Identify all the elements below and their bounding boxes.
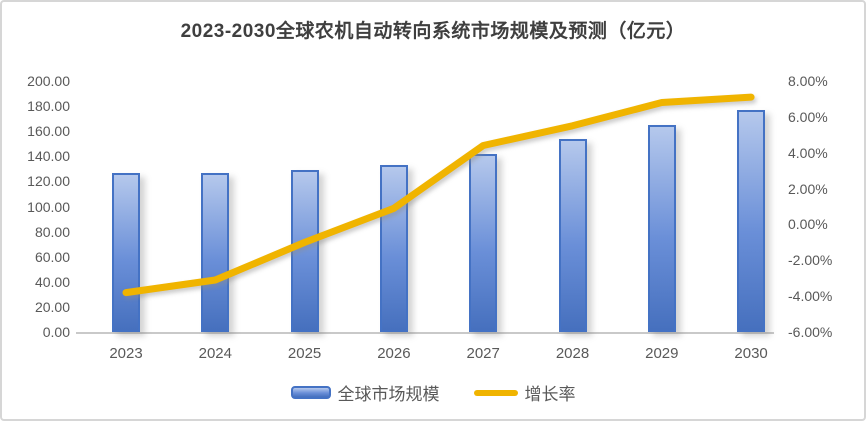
- x-axis-label: 2026: [377, 345, 411, 362]
- bar-2029: [647, 124, 676, 332]
- left-axis-tick-label: 180.00: [27, 98, 70, 115]
- x-axis-label: 2029: [645, 345, 679, 362]
- right-axis-tick-label: -6.00%: [788, 324, 833, 340]
- right-axis-tick-label: -2.00%: [788, 252, 833, 269]
- left-axis-tick-label: 40.00: [34, 273, 70, 290]
- right-axis-tick-label: 2.00%: [788, 180, 828, 197]
- bar-series-swatch-icon: [290, 386, 331, 399]
- right-axis-tick-label: -4.00%: [788, 288, 833, 305]
- bar-2025: [290, 170, 319, 332]
- right-axis-tick-label: 0.00%: [788, 216, 828, 233]
- x-axis-label: 2027: [466, 345, 500, 362]
- bar-2027: [469, 153, 498, 332]
- legend-item-market-size: 全球市场规模: [290, 380, 440, 405]
- right-axis-tick-label: 6.00%: [788, 108, 828, 125]
- bar-2024: [201, 173, 230, 332]
- x-axis-label: 2030: [734, 345, 768, 362]
- left-axis-tick-label: 20.00: [34, 298, 70, 315]
- legend: 全球市场规模 增长率: [2, 380, 864, 405]
- x-axis-label: 2024: [198, 345, 232, 362]
- left-axis-tick-label: 160.00: [27, 123, 70, 140]
- x-axis-line: [76, 332, 774, 334]
- left-axis-tick-label: 0.00: [42, 324, 70, 340]
- x-axis-label: 2023: [109, 345, 143, 362]
- right-axis-tick-label: 8.00%: [788, 73, 828, 89]
- right-axis-tick-label: 4.00%: [788, 144, 828, 161]
- bar-2030: [737, 110, 766, 332]
- x-axis-label: 2025: [287, 345, 322, 362]
- x-axis-label: 2028: [555, 345, 590, 362]
- left-axis-tick-label: 200.00: [27, 73, 70, 89]
- legend-label-growth-rate: 增长率: [524, 385, 576, 404]
- bar-2026: [379, 165, 408, 332]
- left-axis-tick-label: 60.00: [34, 248, 70, 265]
- bar-2023: [112, 173, 140, 332]
- chart-title: 2023-2030全球农机自动转向系统市场规模及预测（亿元）: [180, 21, 686, 42]
- bar-2028: [558, 139, 587, 332]
- legend-item-growth-rate: 增长率: [473, 380, 576, 405]
- left-axis-tick-label: 120.00: [27, 173, 70, 190]
- left-axis-tick-label: 140.00: [27, 148, 70, 165]
- left-axis-tick-label: 80.00: [34, 223, 70, 240]
- legend-label-market-size: 全球市场规模: [337, 385, 440, 404]
- line-series-swatch-icon: [473, 389, 518, 396]
- left-axis-tick-label: 100.00: [27, 198, 70, 215]
